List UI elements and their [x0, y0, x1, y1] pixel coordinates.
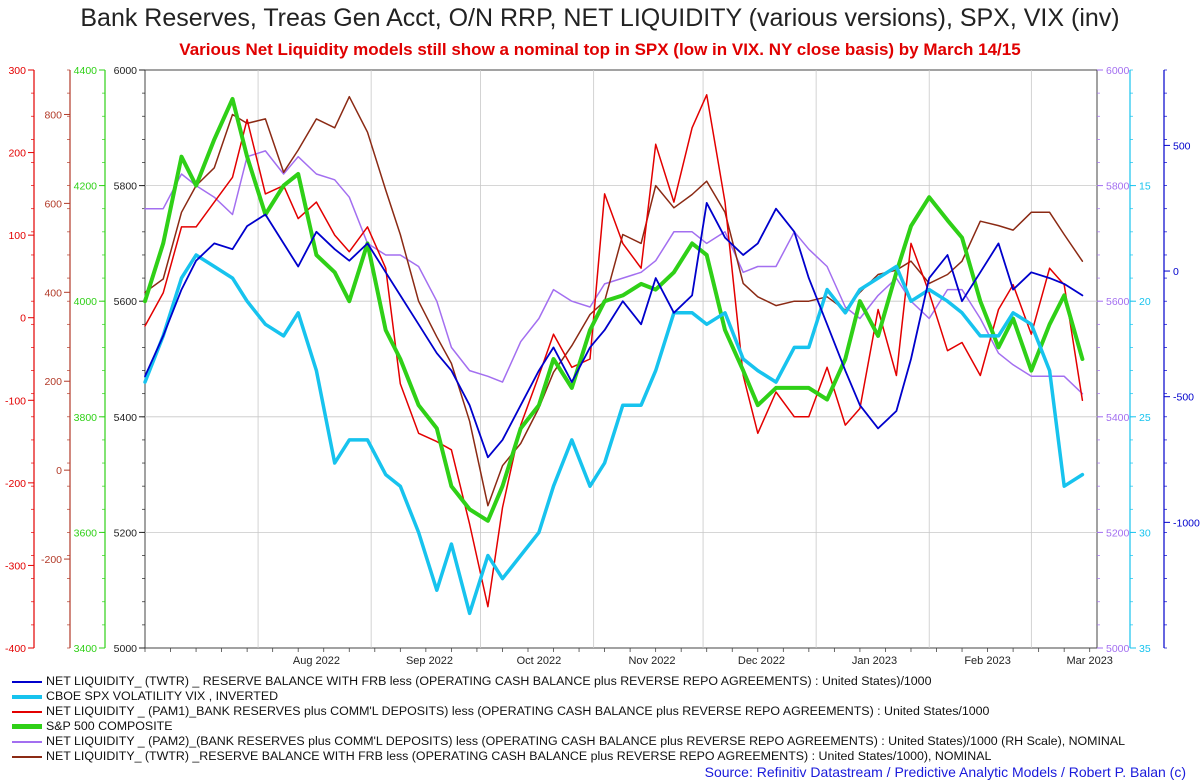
series-line-spx [143, 96, 1085, 523]
legend-swatch-spx [12, 724, 42, 729]
y-tick-label: 6000 [114, 65, 138, 77]
y-tick-label: 500 [1173, 140, 1191, 152]
y-tick-label: 4000 [74, 296, 98, 308]
y-tick-label: 5600 [1106, 296, 1130, 308]
y-tick-label: 5600 [114, 296, 138, 308]
legend: NET LIQUIDITY_ (TWTR) _ RESERVE BALANCE … [12, 674, 1192, 764]
y-tick-label: 100 [8, 230, 26, 242]
source-note: Source: Refinitiv Datastream / Predictiv… [704, 764, 1186, 780]
y-tick-label: -1000 [1173, 517, 1200, 529]
legend-label-vix: CBOE SPX VOLATILITY VIX , INVERTED [46, 689, 279, 703]
legend-item-vix: CBOE SPX VOLATILITY VIX , INVERTED [12, 689, 1192, 704]
y-tick-label: 200 [44, 376, 62, 388]
y-tick-label: -300 [5, 560, 26, 572]
series-line-pam2 [144, 150, 1084, 395]
y-tick-label: -100 [5, 395, 26, 407]
y-tick-label: 200 [8, 148, 26, 160]
y-tick-label: -200 [41, 554, 62, 566]
y-tick-label: 4200 [74, 181, 98, 193]
chart-subtitle: Various Net Liquidity models still show … [179, 40, 1021, 59]
y-tick-label: 5400 [114, 412, 138, 424]
y-tick-label: 5400 [1106, 412, 1130, 424]
plot-frame [144, 69, 1098, 649]
legend-swatch-vix [12, 695, 42, 699]
y-tick-label: 25 [1139, 412, 1151, 424]
y-tick-label: 5000 [1106, 643, 1130, 655]
series-line-twtr [144, 201, 1084, 459]
legend-label-twtr-nominal: NET LIQUIDITY_ (TWTR) _RESERVE BALANCE W… [46, 749, 992, 763]
legend-label-pam1: NET LIQUIDITY _ (PAM1)_BANK RESERVES plu… [46, 704, 990, 718]
legend-label-pam2: NET LIQUIDITY _ (PAM2)_(BANK RESERVES pl… [46, 734, 1126, 748]
y-tick-label: -200 [5, 478, 26, 490]
y-tick-label: 20 [1139, 296, 1151, 308]
y-tick-label: 5800 [114, 181, 138, 193]
y-tick-label: 3800 [74, 412, 98, 424]
y-tick-label: -400 [5, 643, 26, 655]
y-tick-label: 800 [44, 109, 62, 121]
y-tick-label: 3600 [74, 527, 98, 539]
y-tick-label: 0 [56, 465, 62, 477]
y-tick-label: 15 [1139, 181, 1151, 193]
y-tick-label: -500 [1173, 392, 1194, 404]
y-tick-label: 5200 [1106, 527, 1130, 539]
x-tick-label: Oct 2022 [517, 655, 562, 667]
x-tick-label: Aug 2022 [293, 655, 340, 667]
legend-item-pam1: NET LIQUIDITY _ (PAM1)_BANK RESERVES plu… [12, 704, 1192, 719]
legend-label-spx: S&P 500 COMPOSITE [46, 719, 173, 733]
y-tick-label: 5200 [114, 527, 138, 539]
y-tick-label: 5800 [1106, 181, 1130, 193]
x-tick-label: Dec 2022 [738, 655, 785, 667]
y-tick-label: 0 [1173, 266, 1179, 278]
x-tick-label: Sep 2022 [406, 655, 453, 667]
series-line-pam1 [144, 94, 1084, 608]
y-tick-label: 30 [1139, 527, 1151, 539]
legend-label-twtr: NET LIQUIDITY_ (TWTR) _ RESERVE BALANCE … [46, 674, 932, 688]
y-tick-label: 600 [44, 198, 62, 210]
legend-item-spx: S&P 500 COMPOSITE [12, 719, 1192, 734]
legend-item-pam2: NET LIQUIDITY _ (PAM2)_(BANK RESERVES pl… [12, 734, 1192, 749]
series-line-twtr_nominal [144, 95, 1084, 507]
x-tick-label: Jan 2023 [852, 655, 897, 667]
legend-item-twtr: NET LIQUIDITY_ (TWTR) _ RESERVE BALANCE … [12, 674, 1192, 689]
legend-swatch-twtr-nominal [12, 756, 42, 758]
legend-item-twtr-nominal: NET LIQUIDITY_ (TWTR) _RESERVE BALANCE W… [12, 749, 1192, 764]
chart-title: Bank Reserves, Treas Gen Acct, O/N RRP, … [80, 4, 1120, 32]
y-tick-label: 0 [20, 313, 26, 325]
y-tick-label: 4400 [74, 65, 98, 77]
legend-swatch-pam2 [12, 741, 42, 743]
x-tick-label: Nov 2022 [628, 655, 675, 667]
y-tick-label: 3400 [74, 643, 98, 655]
y-tick-label: 300 [8, 65, 26, 77]
y-tick-label: 400 [44, 287, 62, 299]
chart-area: Aug 2022 Sep 2022 Oct 2022 Nov 2022 Dec 2022… [5, 65, 1200, 667]
y-tick-label: 5000 [114, 643, 138, 655]
x-tick-label: Mar 2023 [1066, 655, 1112, 667]
legend-swatch-pam1 [12, 711, 42, 713]
y-tick-label: 6000 [1106, 65, 1130, 77]
x-tick-label: Feb 2023 [964, 655, 1010, 667]
legend-swatch-twtr [12, 681, 42, 683]
y-tick-label: 35 [1139, 643, 1151, 655]
